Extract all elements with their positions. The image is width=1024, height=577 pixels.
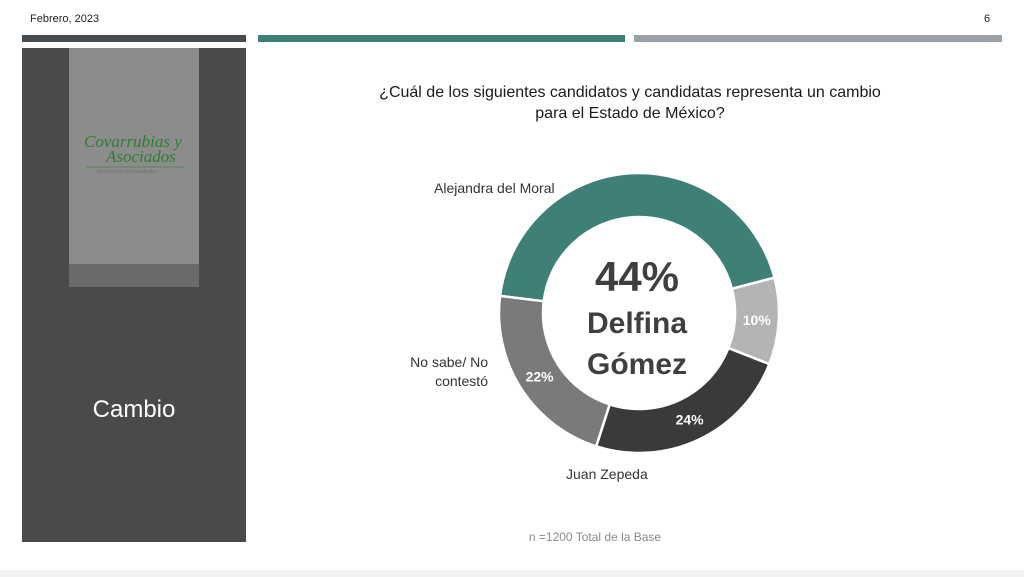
chart-title-line-1: ¿Cuál de los siguientes candidatos y can… (379, 84, 881, 101)
logo-line-2: Asociados (105, 147, 176, 166)
slide-section-title: Cambio (92, 396, 176, 423)
bottom-band (0, 570, 1024, 577)
company-logo: Covarrubias y Asociados Información con … (84, 132, 184, 175)
header-bar-dark (22, 35, 246, 42)
header-bar-teal (258, 35, 625, 42)
chart-title-line-2: para el Estado de México? (535, 105, 725, 122)
logo-tagline: Información con resultados (97, 169, 158, 175)
legend-label-nosabe-line-2: contestó (435, 373, 488, 389)
page-number: 6 (984, 13, 991, 25)
sample-note: n =1200 Total de la Base (528, 530, 662, 544)
report-date: Febrero, 2023 (30, 13, 100, 25)
slice-value-label-1: 10% (743, 312, 772, 328)
donut-slice-3 (497, 294, 612, 448)
center-percentage: 44% (595, 253, 679, 300)
donut-slice-0 (498, 171, 777, 303)
legend-label-alejandra: Alejandra del Moral (434, 180, 555, 196)
slice-value-label-2: 24% (676, 412, 705, 428)
legend-label-nosabe-line-1: No sabe/ No (410, 354, 488, 370)
logo-strip (69, 264, 199, 287)
logo-box (69, 48, 199, 287)
legend-label-zepeda: Juan Zepeda (566, 466, 648, 482)
header-bar-gray (634, 35, 1002, 42)
chart-title: ¿Cuál de los siguientes candidatos y can… (330, 82, 930, 124)
center-name-line-1: Delfina (587, 307, 687, 340)
center-name-line-2: Gómez (587, 348, 687, 381)
logo-line-1: Covarrubias y (84, 132, 182, 151)
slice-value-label-3: 22% (526, 369, 555, 385)
